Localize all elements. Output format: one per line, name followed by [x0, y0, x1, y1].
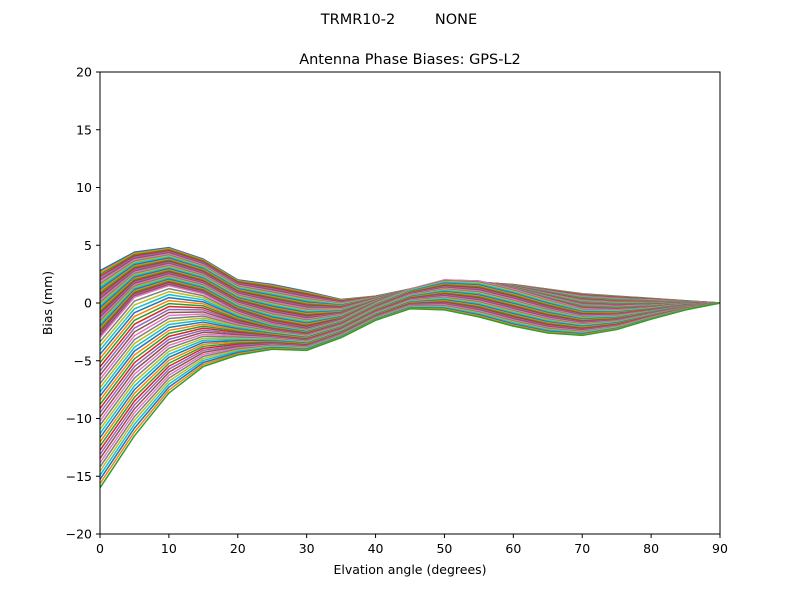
y-tick-label: 15 [76, 122, 92, 137]
y-axis-label: Bias (mm) [40, 271, 55, 335]
y-tick-label: −15 [66, 469, 92, 484]
x-tick-label: 70 [574, 541, 590, 556]
chart-title: Antenna Phase Biases: GPS-L2 [299, 52, 521, 68]
y-tick-label: 20 [76, 65, 92, 80]
x-tick-label: 50 [436, 541, 452, 556]
y-tick-label: 10 [76, 180, 92, 195]
x-tick-label: 80 [643, 541, 659, 556]
x-tick-label: 40 [368, 541, 384, 556]
x-tick-label: 30 [299, 541, 315, 556]
x-axis: 0 10 20 30 40 50 60 70 80 90 [96, 534, 728, 556]
suptitle-right: NONE [435, 12, 477, 28]
x-tick-label: 0 [96, 541, 104, 556]
series-layer [99, 246, 721, 489]
x-tick-label: 20 [230, 541, 246, 556]
y-tick-label: −5 [74, 353, 92, 368]
x-tick-label: 10 [161, 541, 177, 556]
suptitle-left: TRMR10-2 [320, 12, 395, 28]
y-axis: −20 −15 −10 −5 0 5 10 15 20 [66, 65, 100, 542]
y-tick-label: 5 [84, 238, 92, 253]
x-tick-label: 60 [505, 541, 521, 556]
y-tick-label: −20 [66, 527, 92, 542]
y-tick-label: −10 [66, 411, 92, 426]
x-axis-label: Elvation angle (degrees) [333, 562, 486, 577]
y-tick-label: 0 [84, 296, 92, 311]
series-line [99, 302, 721, 480]
series-line [99, 302, 721, 489]
x-tick-label: 90 [712, 541, 728, 556]
